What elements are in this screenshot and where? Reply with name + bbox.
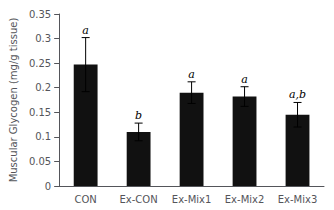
svg-text:0.15: 0.15 [29, 107, 51, 118]
svg-text:Ex-CON: Ex-CON [120, 194, 158, 205]
svg-text:0.35: 0.35 [29, 9, 51, 20]
svg-text:a: a [241, 73, 248, 86]
svg-text:0: 0 [45, 181, 51, 192]
svg-text:b: b [135, 109, 142, 122]
svg-text:0.1: 0.1 [35, 131, 51, 142]
svg-text:0.05: 0.05 [29, 156, 51, 167]
svg-text:Ex-Mix2: Ex-Mix2 [225, 194, 265, 205]
svg-text:Muscular Glycogen (mg/g tissue: Muscular Glycogen (mg/g tissue) [8, 18, 19, 183]
svg-text:Ex-Mix1: Ex-Mix1 [172, 194, 212, 205]
svg-text:a: a [82, 24, 89, 37]
svg-text:a: a [188, 68, 195, 81]
svg-text:0.3: 0.3 [35, 33, 51, 44]
svg-text:0.25: 0.25 [29, 58, 51, 69]
svg-text:CON: CON [74, 194, 96, 205]
svg-text:Ex-Mix3: Ex-Mix3 [278, 194, 318, 205]
svg-text:0.2: 0.2 [35, 82, 51, 93]
svg-text:a,b: a,b [289, 88, 306, 101]
